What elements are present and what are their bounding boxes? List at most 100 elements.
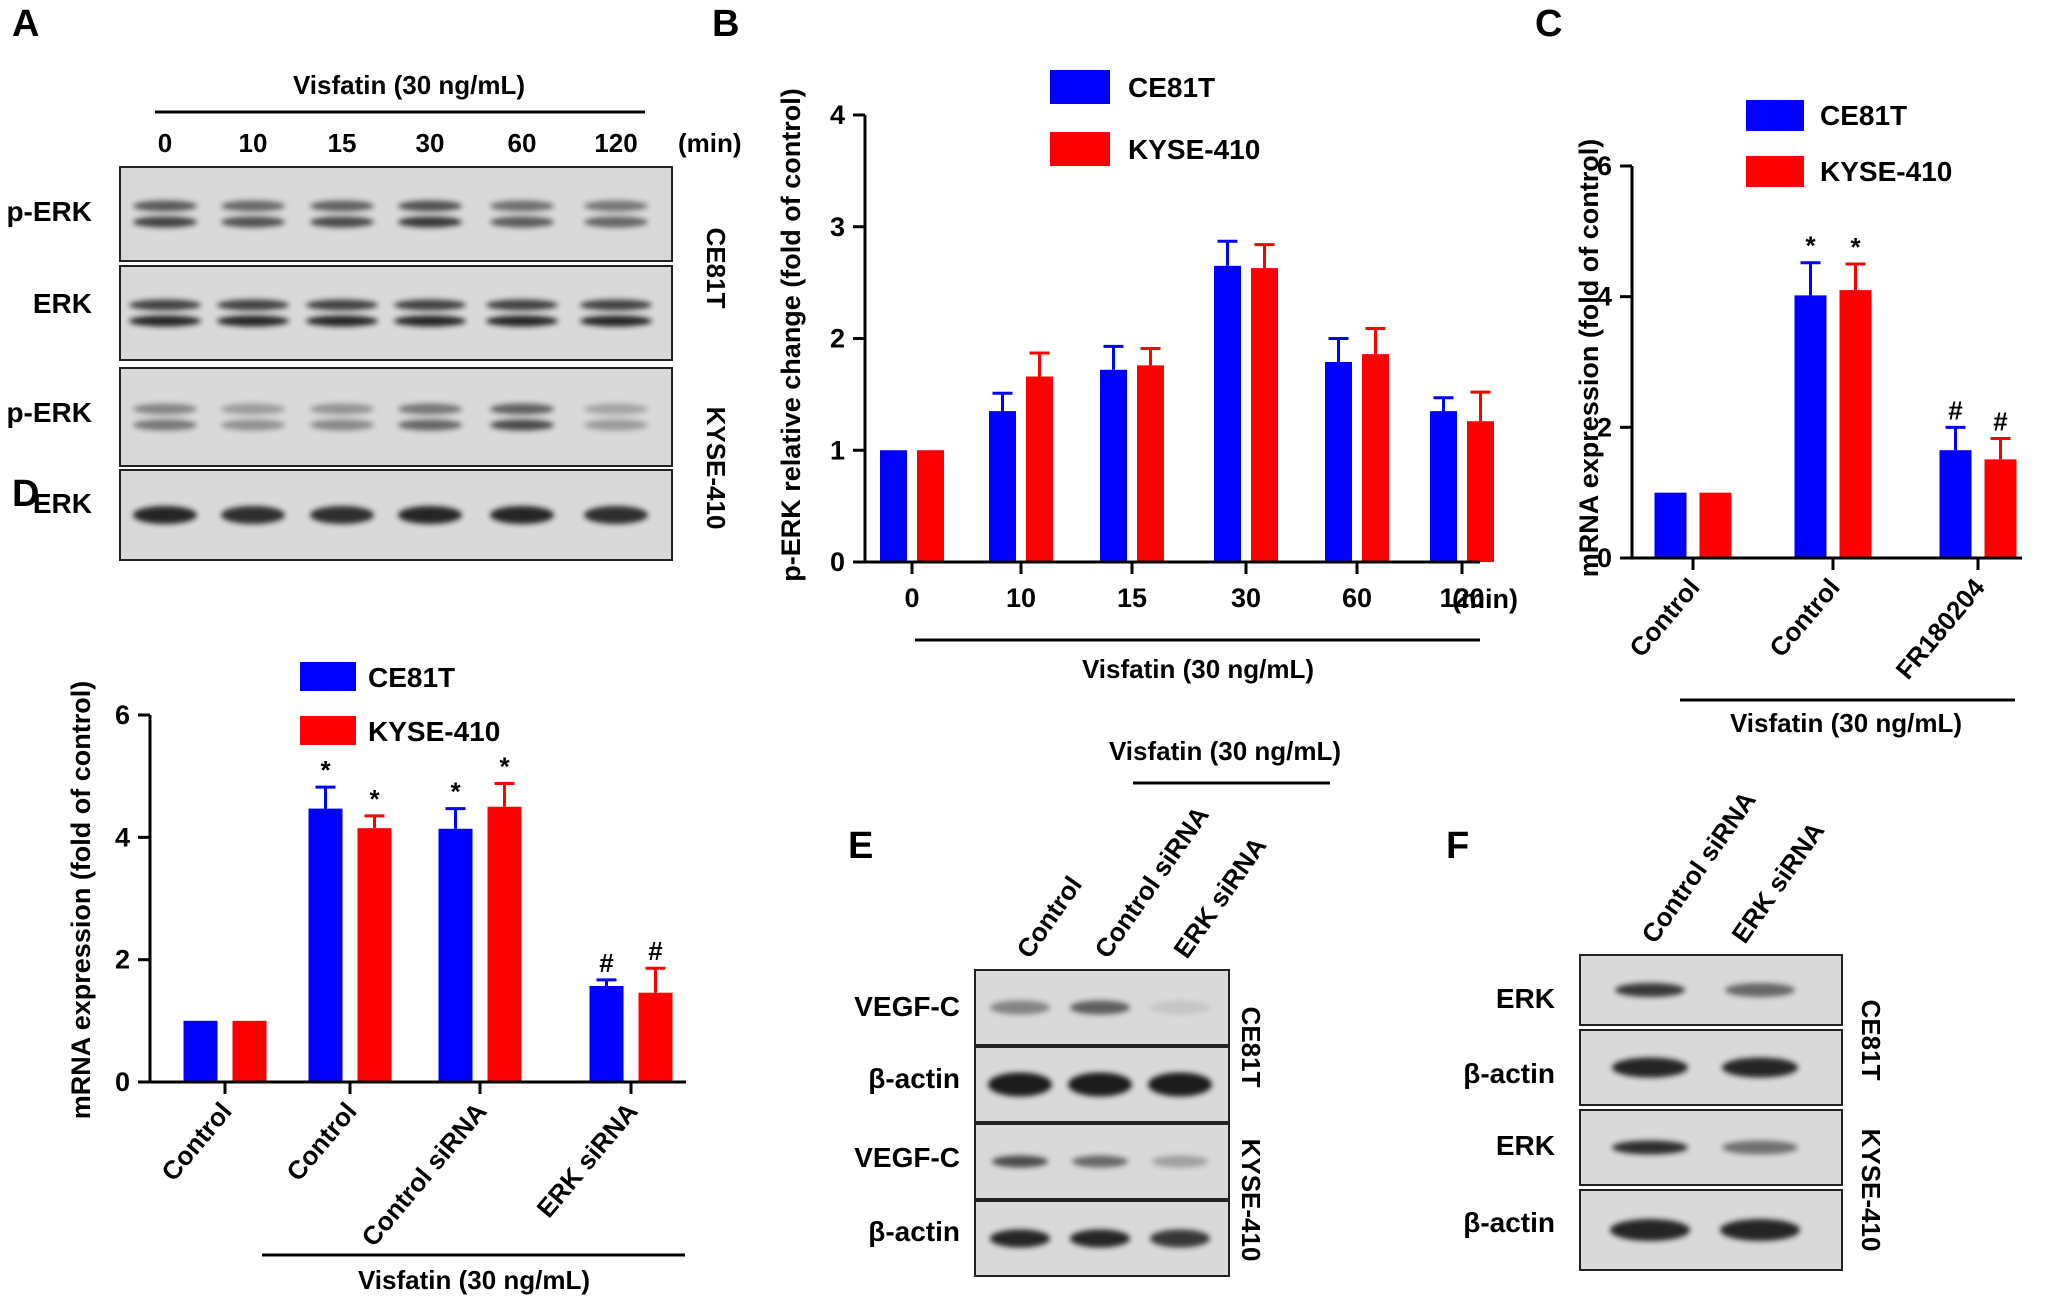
panel-a-kyse-erk-band-2-shape <box>221 506 285 524</box>
panel-f-kyse-erk-band-2 <box>1722 1140 1798 1155</box>
panel-a-row-label-4: ERK <box>33 488 92 519</box>
panel-f-row-label-3: ERK <box>1496 1130 1555 1161</box>
panel-b-y-tick-label-3: 3 <box>830 212 845 242</box>
panel-e-row-label-2: β-actin <box>868 1063 960 1094</box>
panel-f-blots <box>1579 954 1843 1271</box>
panel-c-y-tick-label-1: 2 <box>1597 412 1612 442</box>
panel-e-row-label-4: β-actin <box>868 1216 960 1247</box>
panel-b-legend: CE81T KYSE-410 <box>1050 70 1260 166</box>
panel-a-row-label-2: ERK <box>33 288 92 319</box>
panel-f-kyse-actin-band-1-shape <box>1610 1219 1690 1241</box>
panel-a-kyse-perk-membrane <box>119 367 673 467</box>
panel-e-row-label-1: VEGF-C <box>854 991 960 1022</box>
panel-f-row-label-1: ERK <box>1496 983 1555 1014</box>
panel-d-x-tick-label-0: Control <box>155 1097 237 1187</box>
panel-e-kyse-actin-band-1 <box>990 1229 1050 1248</box>
panel-f-row-label-2: β-actin <box>1463 1058 1555 1089</box>
panel-a-ce81t-perk-band-4-lower <box>398 216 462 228</box>
panel-d-bar-ce81t-1 <box>308 808 343 1082</box>
panel-e-ce81t-vegfc-band-2-shape <box>1070 1000 1130 1015</box>
panel-f-kyse-erk-band-2-shape <box>1722 1140 1798 1155</box>
panel-a-kyse-perk-band-6-lower <box>584 419 648 431</box>
panel-d-legend-label-kyse410: KYSE-410 <box>368 716 500 747</box>
panel-a-ce81t-perk-band-2 <box>221 200 285 228</box>
panel-a-ce81t-erk-band-3 <box>306 299 378 327</box>
panel-e-ce81t-vegfc-band-3 <box>1150 1000 1210 1015</box>
panel-d-significance-mark-ce81t-2: * <box>450 777 461 807</box>
panel-d-legend: CE81T KYSE-410 <box>300 662 500 747</box>
panel-f-western-blot: Control siRNA ERK siRNA ERK β-actin ERK … <box>1463 786 1886 1271</box>
panel-a-ce81t-perk-band-1 <box>133 200 197 228</box>
panel-a-ce81t-erk-band-5-upper <box>486 299 558 311</box>
panel-f-ce81t-erk-band-1 <box>1615 983 1685 997</box>
panel-d-legend-swatch-kyse410 <box>300 716 356 745</box>
panel-f-ce81t-erk-band-1-shape <box>1615 983 1685 997</box>
panel-a-kyse-perk-band-3 <box>310 403 374 431</box>
panel-a-kyse-erk-band-1-shape <box>133 506 197 524</box>
panel-d-bar-ce81t-0 <box>183 1020 218 1082</box>
panel-a-kyse-erk-band-4-shape <box>398 506 462 524</box>
panel-letter-e: E <box>848 825 873 867</box>
panel-a-ce81t-perk-band-3-upper <box>310 200 374 212</box>
panel-b-x-tick-label-3: 30 <box>1231 583 1261 613</box>
panel-d-x-tick-label-2: Control siRNA <box>355 1096 492 1252</box>
panel-f-kyse-erk-band-1-shape <box>1612 1140 1688 1155</box>
panel-a-western-blot: Visfatin (30 ng/mL) 0 10 15 30 60 120 (min) p… <box>6 70 742 561</box>
panel-d-significance-mark-kyse410-2: * <box>499 752 510 782</box>
panel-e-kyse-actin-band-2-shape <box>1070 1229 1130 1248</box>
panel-c-treatment-label: Visfatin (30 ng/mL) <box>1730 708 1962 738</box>
panel-b-bar-ce81t-2 <box>1100 369 1127 562</box>
panel-e-kyse-vegfc-band-3 <box>1152 1155 1208 1168</box>
panel-a-ce81t-perk-band-1-upper <box>133 200 197 212</box>
panel-d-y-axis-title: mRNA expression (fold of control) <box>66 681 96 1120</box>
panel-a-kyse-perk-band-1 <box>133 403 197 431</box>
panel-c-significance-mark-ce81t-1: * <box>1805 231 1816 261</box>
panel-a-ce81t-erk-band-6-upper <box>580 299 652 311</box>
panel-c-y-tick-label-3: 6 <box>1597 151 1612 181</box>
panel-e-kyse-vegfc-band-3-shape <box>1152 1155 1208 1168</box>
panel-b-bar-kyse410-0 <box>917 450 944 562</box>
panel-a-ce81t-erk-band-2 <box>217 299 289 327</box>
panel-a-treatment-label: Visfatin (30 ng/mL) <box>293 70 525 100</box>
panel-d-x-tick-label-1: Control <box>280 1097 362 1187</box>
panel-c-bar-ce81t-2 <box>1939 450 1972 558</box>
panel-e-kyse-actin-band-3-shape <box>1150 1229 1210 1248</box>
panel-b-bar-kyse410-4 <box>1362 354 1389 562</box>
panel-f-kyse-actin-band-1 <box>1610 1219 1690 1241</box>
panel-d-y-tick-label-0: 0 <box>115 1067 130 1097</box>
panel-a-kyse-perk-band-3-lower <box>310 419 374 431</box>
panel-a-kyse-perk-band-4-upper <box>398 403 462 415</box>
panel-b-x-tick-label-2: 15 <box>1117 583 1147 613</box>
panel-c-legend-swatch-kyse410 <box>1746 156 1804 187</box>
panel-b-bar-kyse410-2 <box>1137 365 1164 562</box>
panel-e-kyse-actin-band-3 <box>1150 1229 1210 1248</box>
panel-a-kyse-erk-band-5-shape <box>490 506 554 524</box>
panel-a-kyse-perk-band-3-upper <box>310 403 374 415</box>
panel-a-cell-line-1: CE81T <box>701 228 731 309</box>
panel-b-bar-ce81t-1 <box>989 411 1016 562</box>
panel-a-time-label-4: 60 <box>508 128 537 158</box>
panel-c-y-axis-title: mRNA expression (fold of control) <box>1574 139 1604 578</box>
panel-a-kyse-perk-band-5-lower <box>490 419 554 431</box>
panel-b-y-axis-title: p-ERK relative change (fold of control) <box>776 88 806 582</box>
panel-f-cell-line-1: CE81T <box>1856 1000 1886 1081</box>
panel-e-kyse-vegfc-band-1 <box>992 1155 1048 1168</box>
panel-f-ce81t-actin-band-2 <box>1722 1057 1798 1078</box>
panel-f-ce81t-erk-band-2 <box>1725 983 1795 997</box>
panel-a-kyse-perk-band-2 <box>221 403 285 431</box>
panel-b-y-tick-label-4: 4 <box>830 100 845 130</box>
panel-a-kyse-erk-band-3 <box>310 506 374 524</box>
panel-e-cell-line-1: CE81T <box>1236 1007 1266 1088</box>
panel-e-column-label-1: Control <box>1010 871 1088 964</box>
panel-letter-d: D <box>12 473 39 515</box>
panel-a-ce81t-perk-band-3-lower <box>310 216 374 228</box>
panel-d-significance-mark-kyse410-3: # <box>648 936 663 966</box>
panel-a-kyse-erk-band-4 <box>398 506 462 524</box>
panel-e-ce81t-actin-band-3-shape <box>1148 1072 1212 1097</box>
panel-f-column-label-2: ERK siRNA <box>1725 816 1830 948</box>
panel-b-x-tick-label-0: 0 <box>904 583 919 613</box>
panel-a-ce81t-erk-membrane <box>119 265 673 361</box>
panel-c-significance-mark-ce81t-2: # <box>1948 395 1963 425</box>
panel-f-kyse-actin-band-2 <box>1720 1219 1800 1241</box>
